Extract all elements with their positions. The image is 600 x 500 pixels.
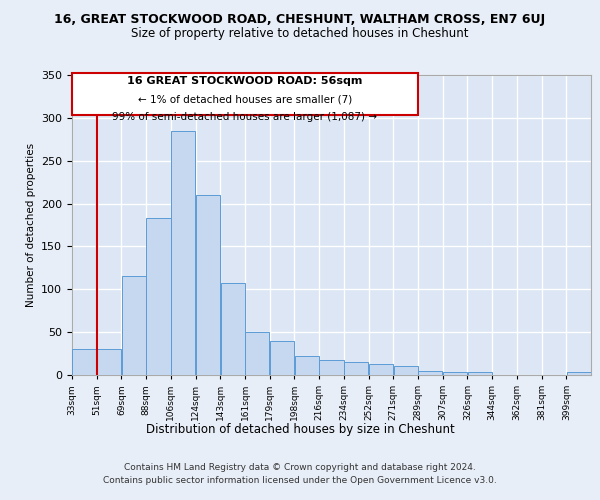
Text: Contains public sector information licensed under the Open Government Licence v3: Contains public sector information licen…	[103, 476, 497, 485]
Text: Contains HM Land Registry data © Crown copyright and database right 2024.: Contains HM Land Registry data © Crown c…	[124, 462, 476, 471]
Text: 16 GREAT STOCKWOOD ROAD: 56sqm: 16 GREAT STOCKWOOD ROAD: 56sqm	[127, 76, 362, 86]
Text: Distribution of detached houses by size in Cheshunt: Distribution of detached houses by size …	[146, 422, 454, 436]
Bar	[566, 372, 591, 375]
Bar	[122, 276, 146, 375]
Bar	[146, 218, 170, 375]
Bar	[295, 356, 319, 375]
Text: Size of property relative to detached houses in Cheshunt: Size of property relative to detached ho…	[131, 28, 469, 40]
Bar	[245, 332, 269, 375]
Bar	[270, 340, 294, 375]
Bar	[196, 195, 220, 375]
Y-axis label: Number of detached properties: Number of detached properties	[26, 143, 35, 307]
Bar	[319, 360, 344, 375]
Bar	[344, 362, 368, 375]
Bar	[221, 284, 245, 375]
Text: 16, GREAT STOCKWOOD ROAD, CHESHUNT, WALTHAM CROSS, EN7 6UJ: 16, GREAT STOCKWOOD ROAD, CHESHUNT, WALT…	[55, 12, 545, 26]
Text: ← 1% of detached houses are smaller (7): ← 1% of detached houses are smaller (7)	[138, 95, 352, 105]
Bar	[72, 350, 97, 375]
Bar	[97, 350, 121, 375]
Bar	[443, 372, 467, 375]
Bar	[394, 366, 418, 375]
Bar	[418, 370, 442, 375]
Bar	[369, 364, 393, 375]
Text: 99% of semi-detached houses are larger (1,087) →: 99% of semi-detached houses are larger (…	[113, 112, 377, 122]
Bar	[467, 372, 492, 375]
Bar	[171, 130, 196, 375]
